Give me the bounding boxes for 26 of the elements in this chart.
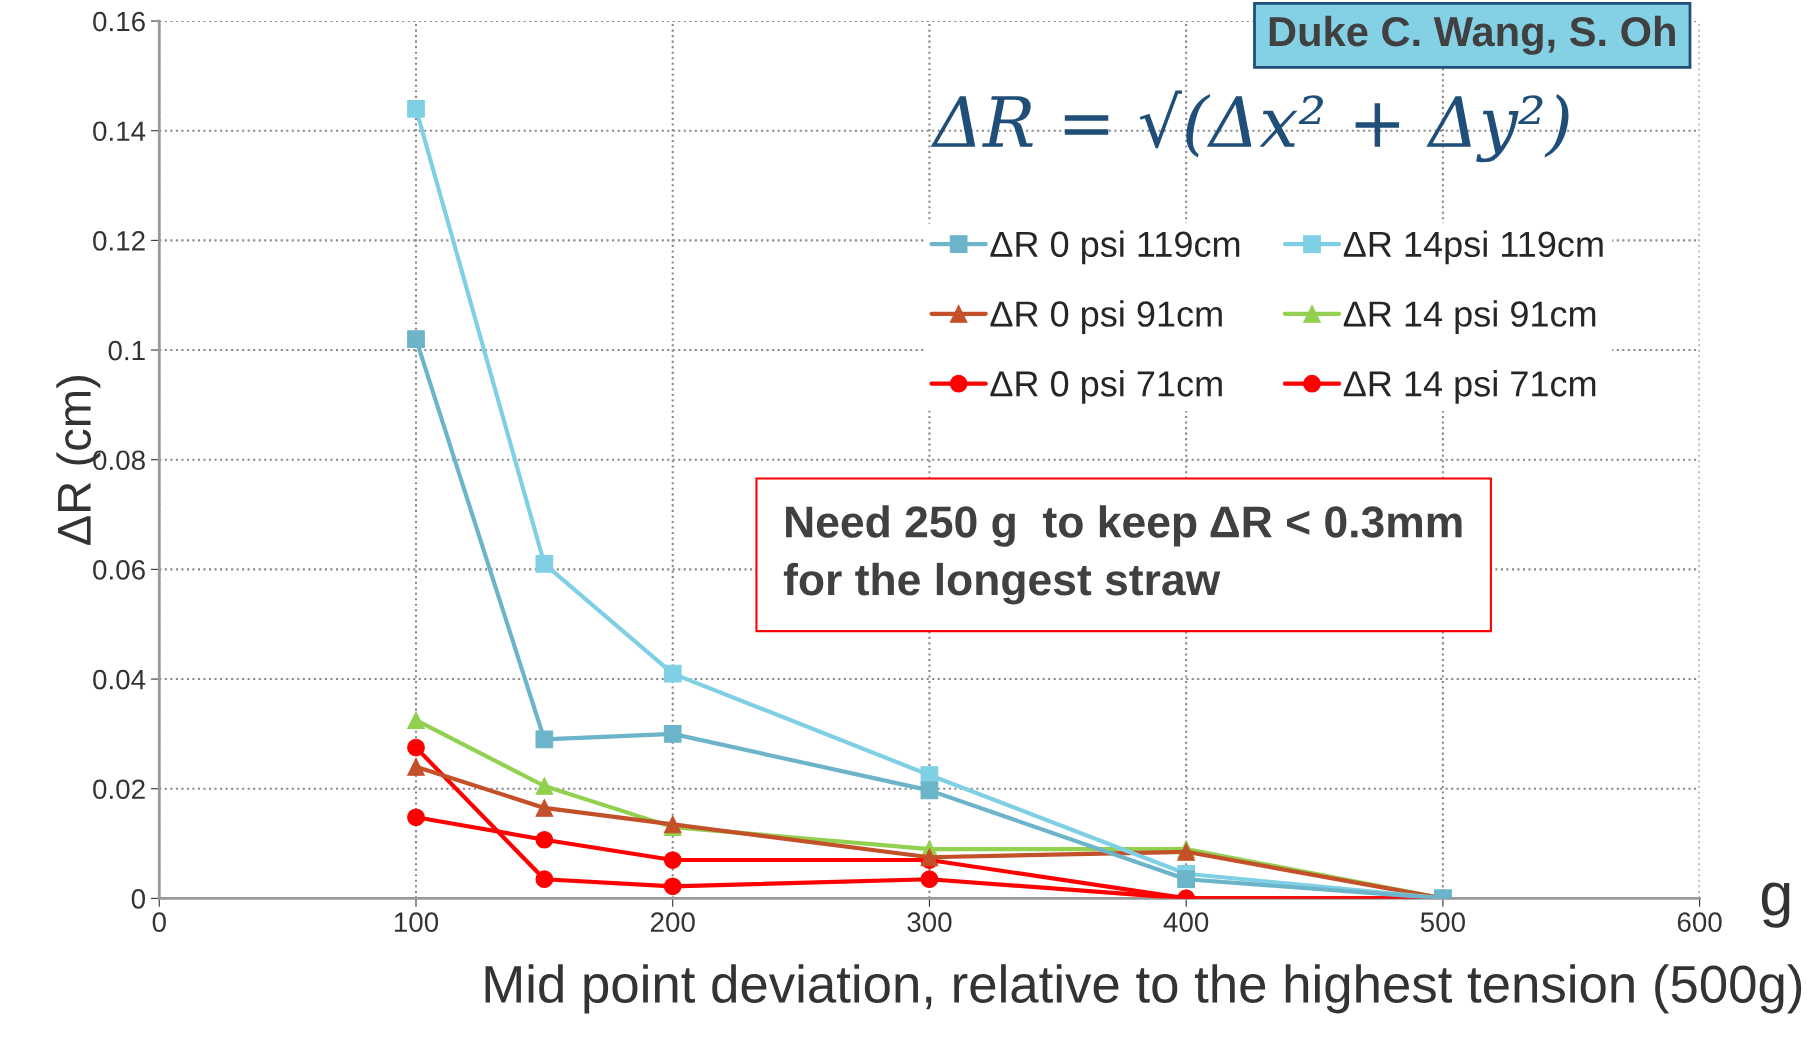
annotation: Duke C. Wang, S. Oh [1269, 15, 1675, 55]
x-tick-label: 0 [152, 912, 166, 933]
legend-label: ΔR 14 psi 71cm [1343, 370, 1596, 404]
legend-label: ΔR 14psi 119cm [1343, 230, 1603, 265]
annotation: Need 250 g to keep ΔR < 0.3mm for the longest straw [783, 505, 1462, 605]
y-tick-label: 0 [131, 889, 145, 909]
y-tick-label: 0.1 [108, 340, 145, 361]
x-tick-label: 400 [1163, 912, 1209, 933]
x-tick-label: 200 [650, 912, 695, 933]
y-tick-label: 0.02 [93, 779, 145, 800]
x-tick-label: 600 [1677, 912, 1722, 933]
y-tick-label: 0.06 [93, 560, 145, 580]
x-tick-label: 300 [907, 912, 952, 933]
legend-label: ΔR 0 psi 119cm [990, 230, 1240, 265]
legend-label: ΔR 14 psi 91cm [1343, 300, 1596, 334]
y-tick-label: 0.04 [93, 669, 146, 690]
annotation: ΔR = √(Δx² + Δy²) [930, 90, 1569, 163]
x-tick-label: 500 [1420, 912, 1465, 933]
legend-label: ΔR 0 psi 91cm [990, 300, 1222, 334]
y-tick-label: 0.14 [93, 121, 146, 142]
text: g [1761, 882, 1790, 928]
x-axis-title: Mid point deviation, relative to the highest tension (500g) [485, 964, 1802, 1014]
y-tick-label: 0.12 [93, 231, 145, 251]
legend-label: ΔR 0 psi 71cm [990, 370, 1222, 404]
x-tick-label: 100 [394, 912, 439, 933]
y-tick-label: 0.16 [93, 11, 145, 32]
